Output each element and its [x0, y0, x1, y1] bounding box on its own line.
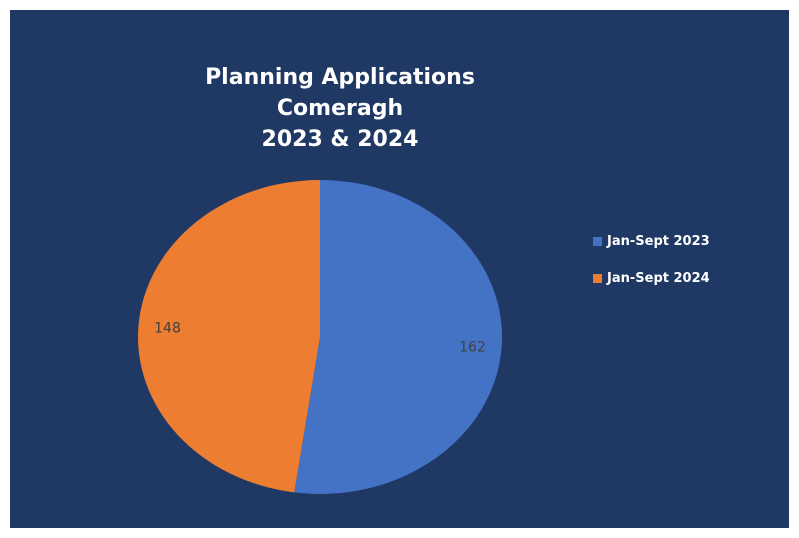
data-label-2024: 148 — [154, 321, 181, 337]
chart-legend: Jan-Sept 2023 Jan-Sept 2024 — [593, 230, 710, 304]
pie-chart: 162 148 — [138, 180, 503, 494]
chart-title-line-1: Planning Applications — [205, 65, 475, 90]
chart-title: Planning Applications Comeragh 2023 & 20… — [170, 62, 510, 155]
legend-item-2023: Jan-Sept 2023 — [593, 230, 710, 252]
chart-panel: 162 148 Planning Applications Comeragh 20… — [10, 10, 789, 528]
chart-title-line-3: 2023 & 2024 — [261, 127, 419, 152]
chart-title-line-2: Comeragh — [276, 96, 404, 121]
legend-swatch-2023 — [593, 236, 602, 246]
pie-slice-2024 — [138, 180, 320, 493]
pie-slice-2023 — [294, 180, 503, 494]
legend-label-2024: Jan-Sept 2024 — [607, 270, 710, 286]
data-label-2023: 162 — [459, 339, 486, 355]
legend-label-2023: Jan-Sept 2023 — [607, 233, 710, 249]
legend-item-2024: Jan-Sept 2024 — [593, 267, 710, 289]
legend-swatch-2024 — [593, 273, 602, 283]
